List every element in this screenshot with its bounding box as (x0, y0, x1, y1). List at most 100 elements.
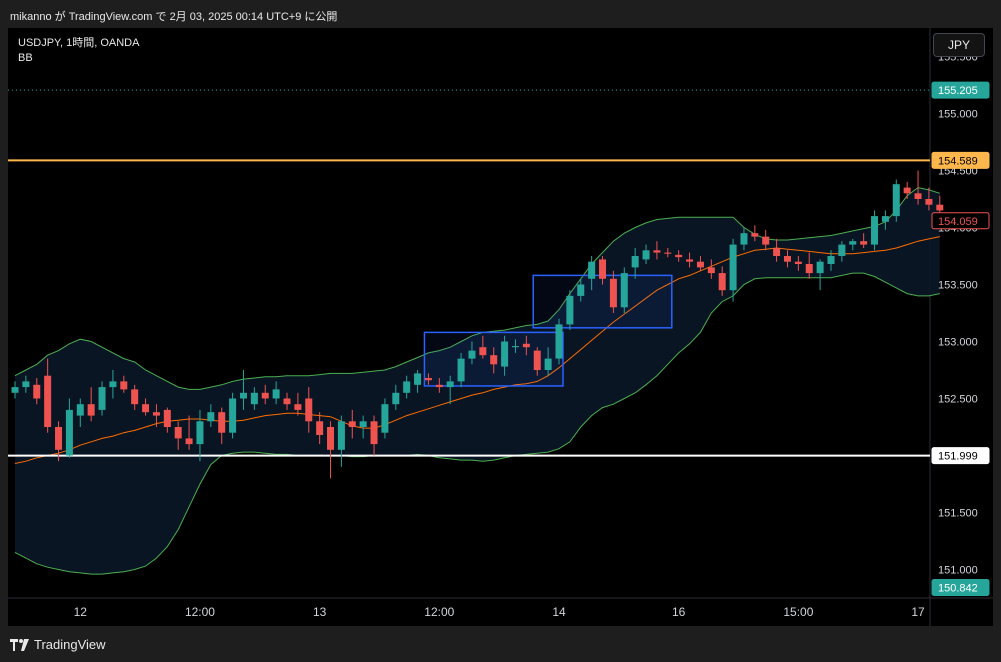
candle-down (163, 409, 171, 427)
candle-down (348, 421, 356, 427)
candle-up (98, 387, 106, 410)
candle-down (327, 427, 335, 450)
price-label-box (931, 81, 990, 99)
candle-down (599, 259, 607, 279)
x-tick-label: 16 (672, 605, 686, 619)
candle-down (936, 204, 944, 211)
y-tick-label: 151.500 (938, 508, 978, 520)
candle-up (22, 381, 30, 388)
candle-down (120, 381, 128, 390)
price-label-box (931, 579, 990, 597)
candle-down (914, 193, 922, 199)
candle-down (860, 241, 868, 245)
candle-up (403, 381, 411, 393)
x-tick-label: 12:00 (185, 605, 215, 619)
candle-down (664, 252, 672, 254)
candle-down (305, 398, 313, 422)
candle-down (370, 421, 378, 445)
candle-down (294, 404, 302, 410)
candle-up (381, 404, 389, 433)
symbol-info: USDJPY, 1時間, OANDA BB (18, 36, 139, 66)
candle-down (675, 254, 683, 258)
x-tick-label: 15:00 (783, 605, 813, 619)
bb-band-fill (15, 187, 940, 575)
price-chart[interactable]: 155.500155.000154.500154.000153.500153.0… (8, 28, 993, 626)
candle-up (446, 381, 454, 388)
x-tick-label: 12:00 (424, 605, 454, 619)
candle-up (272, 389, 280, 399)
candle-up (838, 244, 846, 256)
price-label-text: 154.589 (938, 155, 978, 167)
price-label-text: 155.205 (938, 85, 978, 97)
candle-down (783, 256, 791, 262)
candle-down (185, 438, 193, 445)
candle-down (773, 248, 781, 256)
currency-button[interactable]: JPY (933, 33, 985, 57)
candle-down (653, 250, 661, 253)
candle-down (174, 427, 182, 439)
candle-up (250, 392, 258, 405)
candle-down (283, 398, 291, 405)
candle-up (457, 358, 465, 382)
y-tick-label: 151.000 (938, 565, 978, 577)
candle-down (316, 421, 324, 435)
candle-down (533, 350, 541, 370)
tradingview-logo: TradingView (10, 637, 106, 652)
candle-up (76, 404, 84, 416)
x-tick-label: 17 (911, 605, 925, 619)
footer: TradingView (0, 626, 1001, 662)
candle-down (707, 267, 715, 274)
candle-up (555, 324, 563, 359)
candle-up (414, 373, 422, 385)
candle-down (55, 427, 63, 450)
candle-up (359, 421, 367, 427)
candle-down (925, 199, 933, 205)
candle-down (131, 389, 139, 405)
candle-up (392, 392, 400, 405)
candle-down (218, 412, 226, 433)
candle-down (490, 355, 498, 365)
x-tick-label: 12 (74, 605, 88, 619)
x-tick-label: 14 (552, 605, 566, 619)
candle-up (207, 412, 215, 422)
y-tick-label: 155.000 (938, 109, 978, 121)
candle-up (511, 346, 519, 348)
candle-up (577, 284, 585, 296)
x-tick-label: 13 (313, 605, 327, 619)
candle-up (468, 350, 476, 359)
price-label-text: 150.842 (938, 583, 978, 595)
candle-up (849, 241, 857, 245)
candle-up (816, 261, 824, 274)
bb-lower-line (14, 272, 940, 575)
candle-down (261, 392, 269, 399)
candle-up (881, 216, 889, 222)
price-label-text: 151.999 (938, 451, 978, 463)
tradingview-brand: TradingView (34, 637, 106, 652)
price-label-text: 154.059 (938, 216, 978, 228)
candle-down (794, 261, 802, 264)
indicator-label: BB (18, 52, 33, 64)
chart-area[interactable]: 155.500155.000154.500154.000153.500153.0… (8, 28, 993, 626)
publish-header: mikanno が TradingView.com で 2月 03, 2025 … (0, 0, 1001, 28)
candle-down (44, 375, 52, 427)
candle-down (686, 259, 694, 262)
candle-up (631, 256, 639, 268)
candle-down (522, 343, 530, 348)
candle-down (479, 347, 487, 356)
y-tick-label: 153.500 (938, 280, 978, 292)
candle-down (718, 273, 726, 291)
symbol-title: USDJPY, 1時間, OANDA (18, 37, 140, 49)
candle-up (11, 387, 19, 393)
candle-down (424, 377, 432, 381)
price-label-box (931, 212, 990, 230)
candle-up (109, 381, 117, 388)
candle-up (544, 358, 552, 370)
candle-up (196, 421, 204, 445)
candle-down (751, 233, 759, 237)
tradingview-icon (10, 638, 29, 651)
candle-down (33, 384, 41, 399)
candle-up (588, 261, 596, 279)
candle-down (609, 278, 617, 308)
candle-down (696, 261, 704, 268)
candle-up (620, 273, 628, 308)
